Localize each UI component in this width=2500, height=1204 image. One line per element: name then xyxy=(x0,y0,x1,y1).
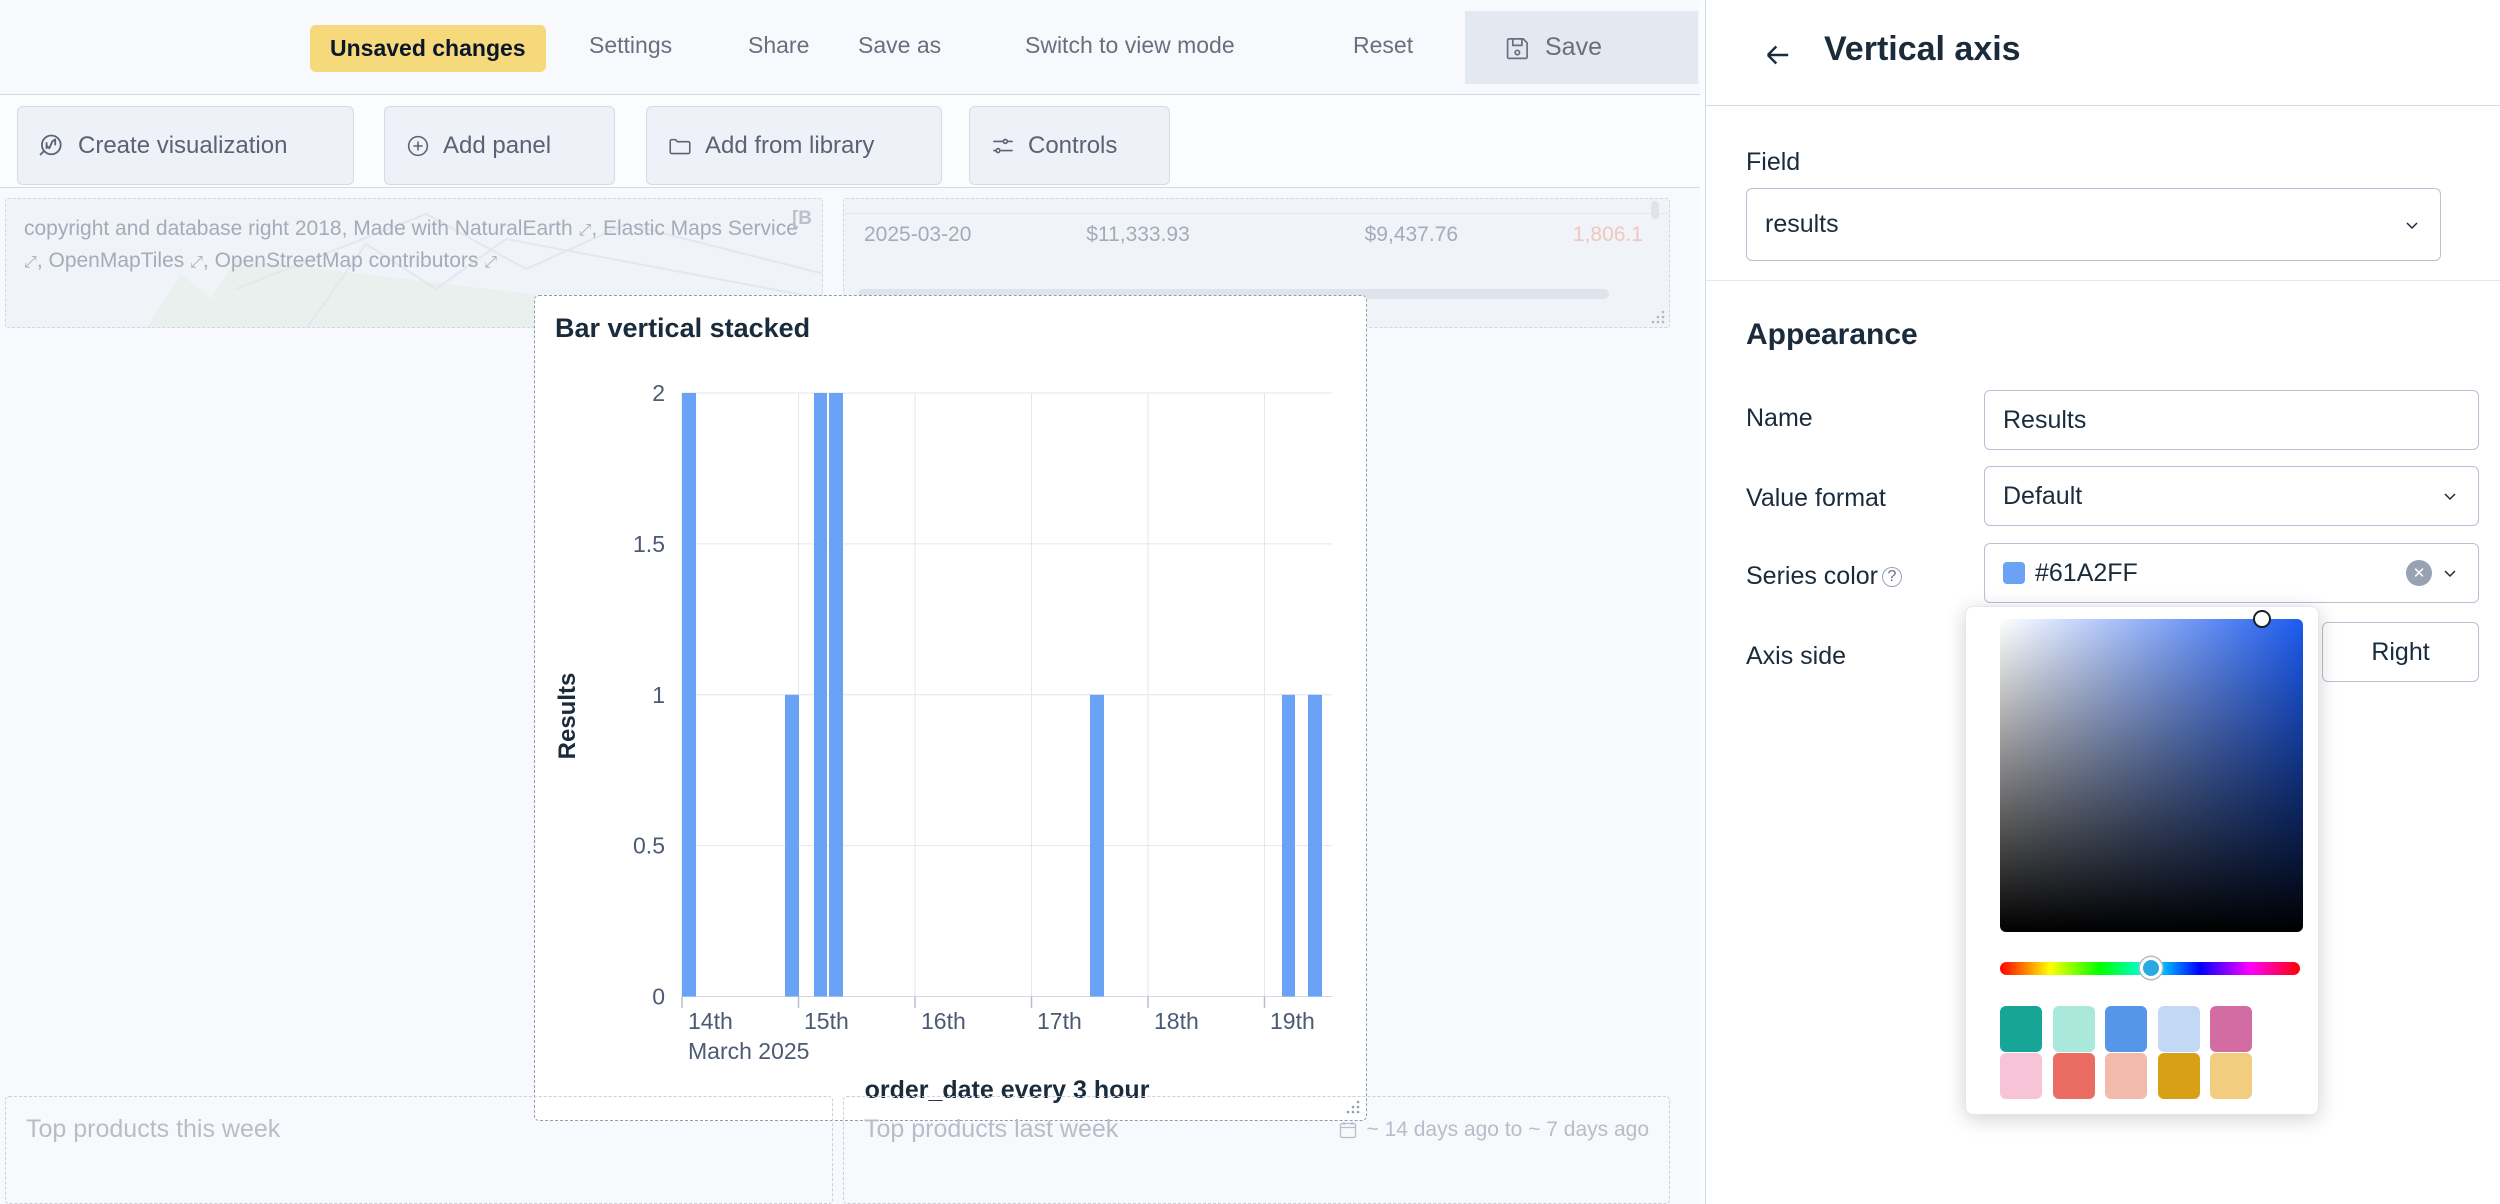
svg-text:15th: 15th xyxy=(804,1008,849,1034)
svg-text:18th: 18th xyxy=(1154,1008,1199,1034)
svg-text:1.5: 1.5 xyxy=(633,531,665,557)
svg-text:14th: 14th xyxy=(688,1008,733,1034)
svg-text:0: 0 xyxy=(652,984,665,1010)
svg-text:17th: 17th xyxy=(1037,1008,1082,1034)
svg-text:Results: Results xyxy=(554,673,581,760)
svg-text:2: 2 xyxy=(652,380,665,406)
svg-text:0.5: 0.5 xyxy=(633,833,665,859)
svg-text:16th: 16th xyxy=(921,1008,966,1034)
svg-text:19th: 19th xyxy=(1270,1008,1315,1034)
svg-text:March 2025: March 2025 xyxy=(688,1038,809,1064)
svg-text:1: 1 xyxy=(652,682,665,708)
